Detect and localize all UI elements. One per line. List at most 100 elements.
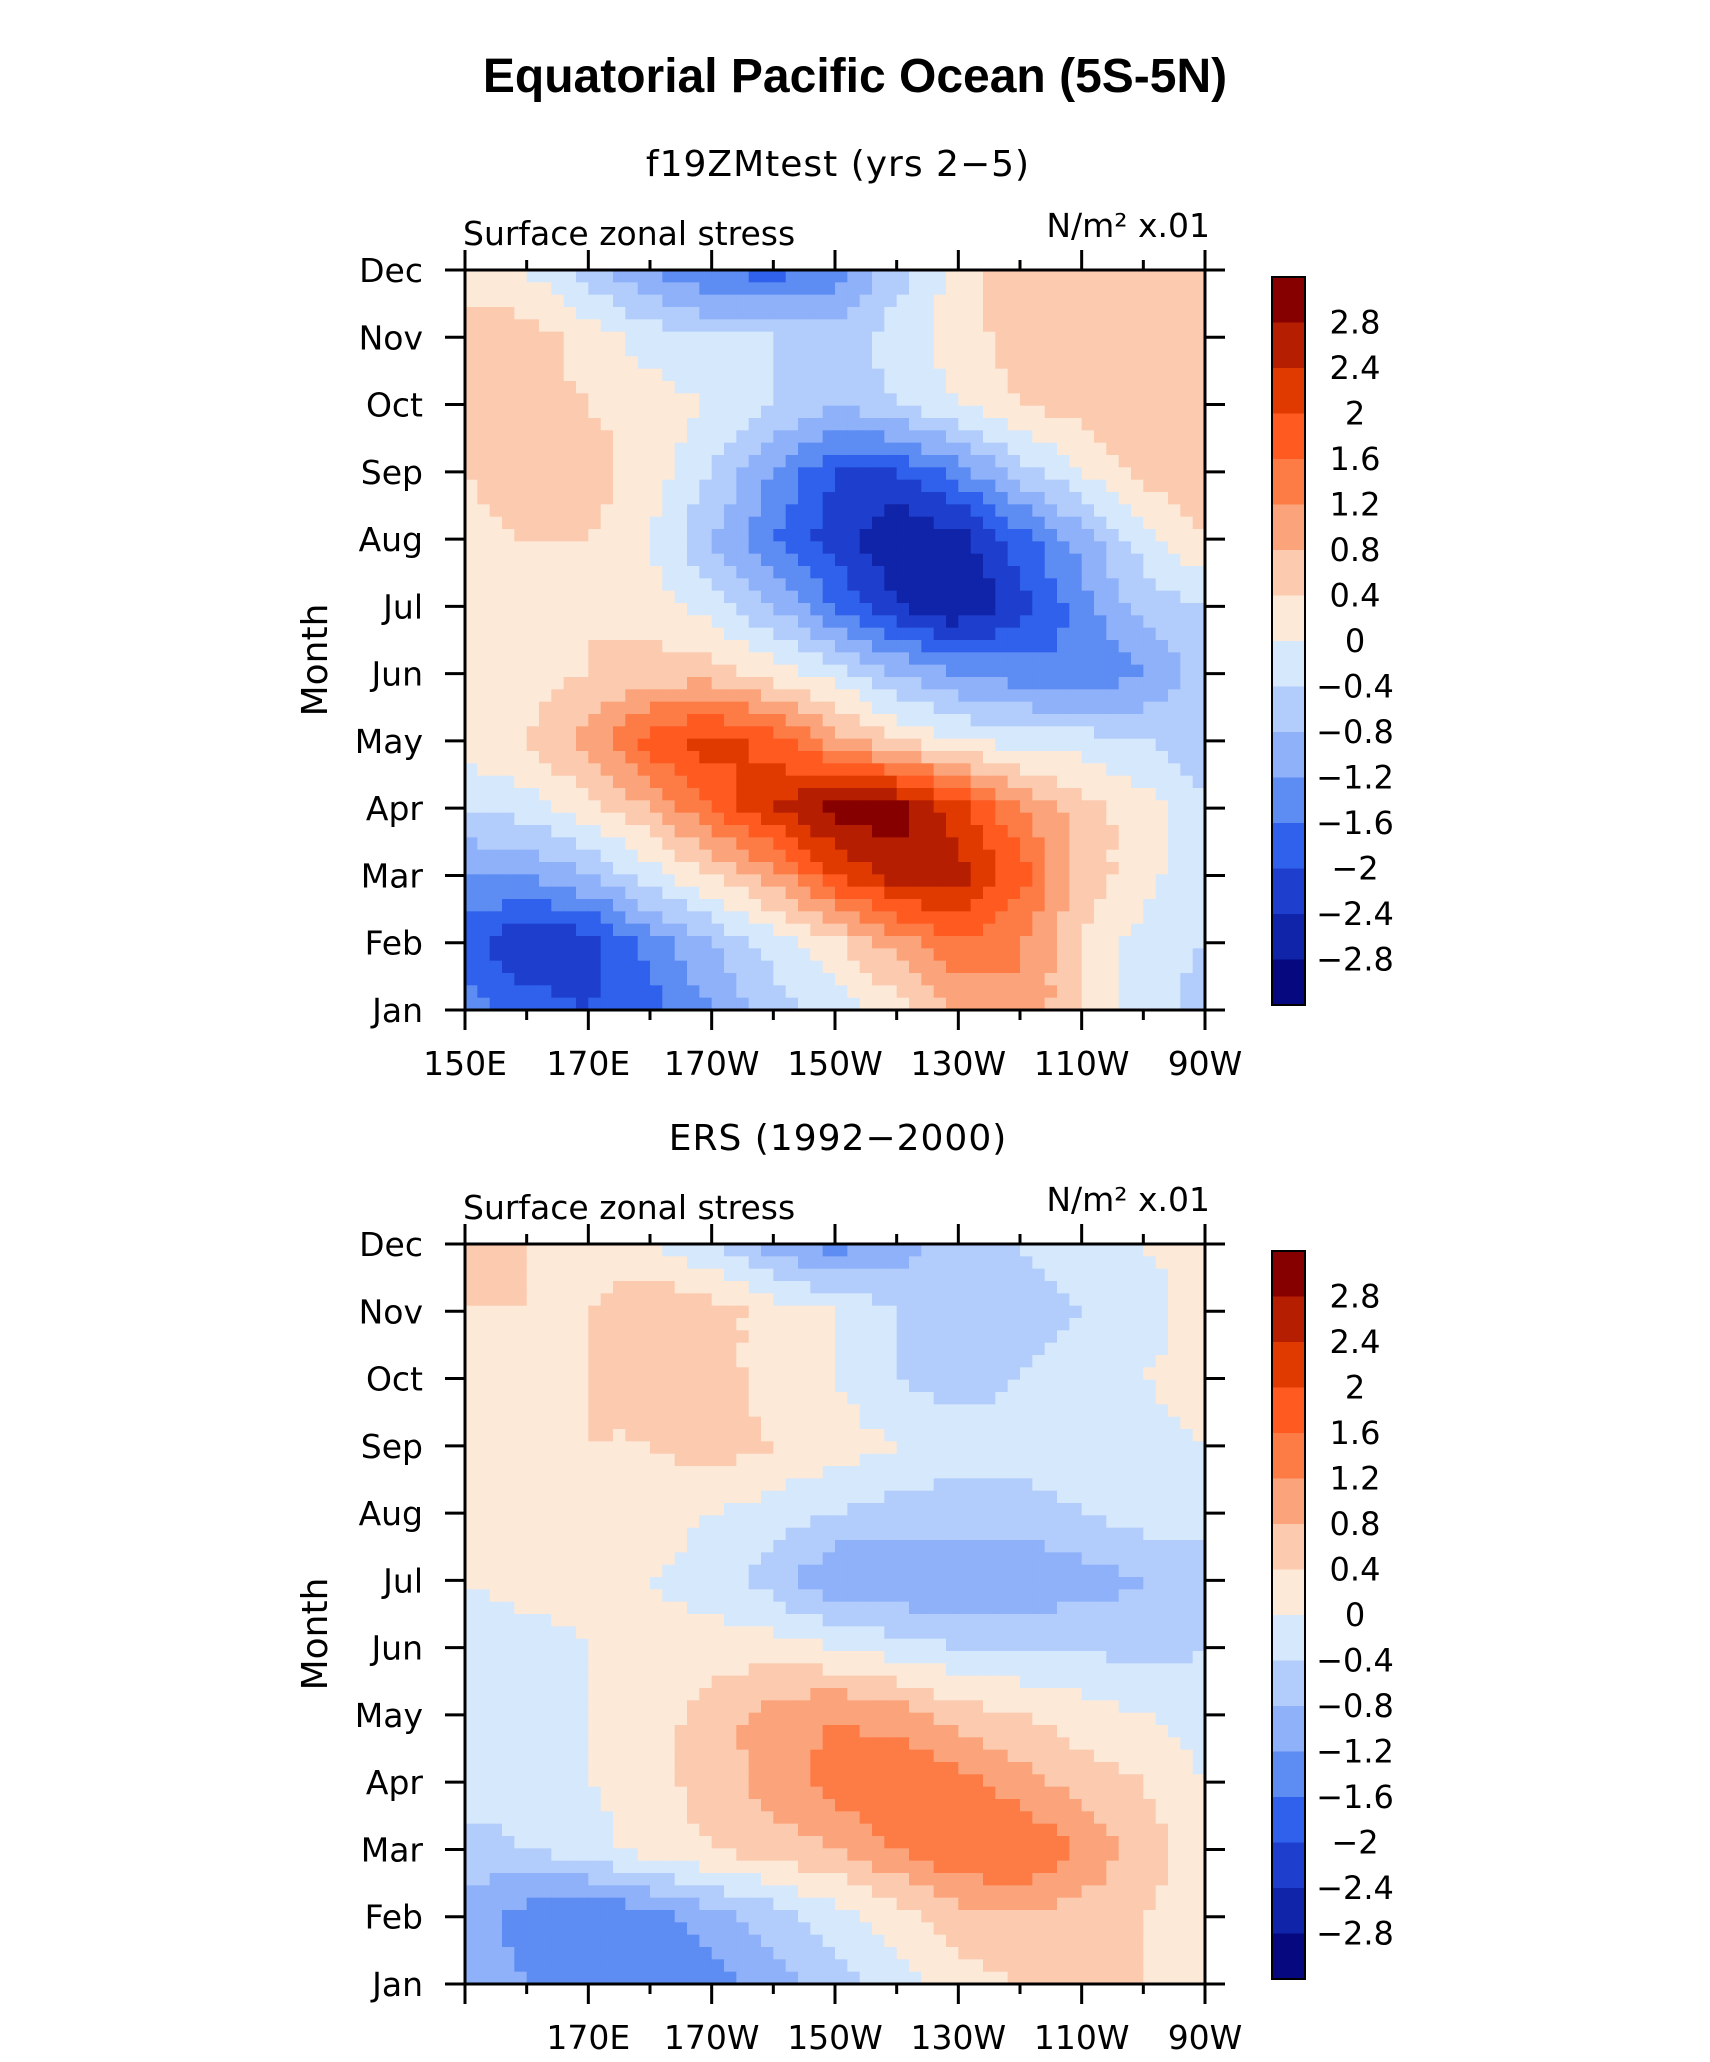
field-cell [1007,418,1021,431]
field-cell [872,652,885,666]
field-cell [884,640,898,653]
field-cell [785,751,799,764]
field-cell [1094,1367,1107,1381]
field-cell [921,997,935,1011]
field-cell [1044,1453,1058,1467]
field-cell [465,1404,478,1418]
field-cell [1007,331,1021,345]
field-cell [773,344,787,357]
field-cell [872,319,885,333]
field-cell [563,319,577,333]
field-cell [736,590,750,604]
field-cell [810,307,824,320]
field-cell [1081,825,1095,838]
field-cell [526,627,540,641]
field-cell [835,1305,848,1319]
field-cell [835,344,848,357]
field-cell [600,368,614,382]
field-cell [798,553,811,567]
field-cell [859,862,873,875]
field-cell [477,1490,491,1504]
field-cell [1069,590,1083,604]
field-cell [921,837,935,851]
field-cell [1069,516,1083,530]
field-cell [822,886,836,900]
field-cell [1007,1305,1021,1319]
field-cell [600,1342,614,1356]
field-cell [1143,603,1157,616]
field-cell [514,1466,528,1479]
field-cell [600,492,614,505]
field-cell [1118,886,1132,900]
field-cell [1020,356,1033,370]
field-cell [489,677,503,690]
field-cell [835,529,848,542]
field-cell [576,911,589,925]
field-cell [822,997,836,1011]
field-cell [810,800,824,814]
field-cell [1007,1355,1021,1368]
field-cell [1069,640,1083,653]
field-cell [983,825,996,838]
field-cell [835,911,848,925]
field-cell [785,862,799,875]
field-cell [859,331,873,345]
field-cell [884,689,898,703]
field-cell [1131,788,1144,801]
field-cell [983,726,996,740]
field-cell [711,1342,725,1356]
field-cell [1044,1268,1058,1282]
field-cell [736,1453,750,1467]
field-cell [477,775,491,789]
field-cell [946,1318,959,1331]
field-cell [822,738,836,752]
field-cell [822,393,836,407]
field-cell [637,331,651,345]
field-cell [539,899,552,912]
field-cell [514,1256,528,1270]
field-cell [1155,529,1169,542]
field-cell [1131,1355,1144,1368]
field-cell [1032,553,1046,567]
field-cell [970,701,984,715]
field-cell [724,800,737,814]
field-cell [1106,1305,1120,1319]
field-cell [798,1330,811,1344]
field-cell [946,837,959,851]
field-cell [1057,1392,1070,1405]
field-cell [539,911,552,925]
field-cell [896,1466,910,1479]
field-cell [526,800,540,814]
field-cell [847,738,861,752]
field-cell [884,997,898,1011]
field-cell [1118,714,1132,727]
field-cell [995,381,1009,394]
field-cell [810,849,824,863]
field-cell [662,1416,676,1430]
field-cell [1044,664,1058,678]
field-cell [687,455,700,468]
field-cell [798,664,811,678]
field-cell [1007,504,1021,518]
field-cell [896,886,910,900]
field-cell [613,331,626,345]
field-cell [502,1305,515,1319]
field-cell [798,652,811,666]
field-cell [933,973,947,986]
field-cell [736,973,750,986]
field-cell [748,553,762,567]
field-cell [699,874,713,888]
field-cell [711,442,725,456]
field-cell [687,763,700,777]
field-cell [1057,270,1070,283]
field-cell [1106,1293,1120,1307]
field-cell [1180,849,1194,863]
field-cell [551,479,565,493]
field-cell [946,1355,959,1368]
field-cell [921,664,935,678]
field-cell [674,1342,688,1356]
field-cell [539,1367,552,1381]
field-cell [576,1441,589,1455]
field-cell [699,788,713,801]
field-cell [674,899,688,912]
